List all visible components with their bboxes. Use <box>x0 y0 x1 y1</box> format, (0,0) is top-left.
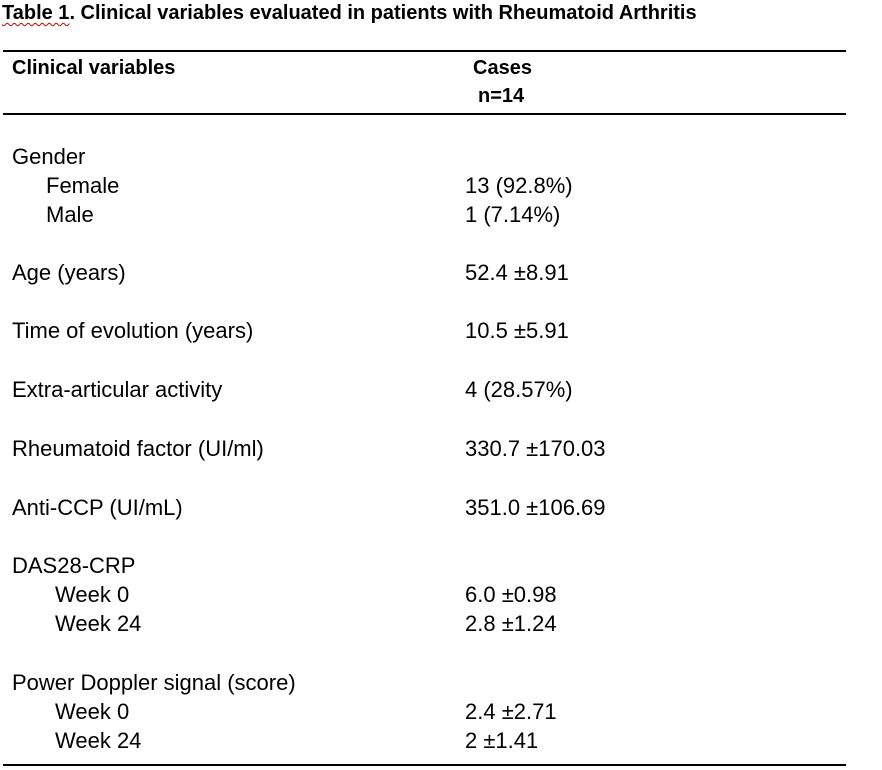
row-value-das28-week0: 6.0 ±0.98 <box>465 582 557 607</box>
row-value-rheumatoid-factor: 330.7 ±170.03 <box>465 436 606 461</box>
row-value-male: 1 (7.14%) <box>465 202 561 227</box>
header-cases: Cases <box>473 57 532 79</box>
row-label-anti-ccp: Anti-CCP (UI/mL) <box>12 495 183 520</box>
row-label-evolution: Time of evolution (years) <box>12 318 254 343</box>
row-label-gender: Gender <box>12 144 86 169</box>
header-rule <box>3 113 846 115</box>
top-rule <box>3 50 846 52</box>
row-label-das28-week0: Week 0 <box>55 582 130 607</box>
row-label-das28-week24: Week 24 <box>55 611 142 636</box>
row-label-age: Age (years) <box>12 260 126 285</box>
row-value-pd-week24: 2 ±1.41 <box>465 728 539 753</box>
row-value-pd-week0: 2.4 ±2.71 <box>465 699 557 724</box>
header-n: n=14 <box>478 85 525 107</box>
row-label-power-doppler: Power Doppler signal (score) <box>12 670 296 695</box>
row-value-age: 52.4 ±8.91 <box>465 260 569 285</box>
row-label-rheumatoid-factor: Rheumatoid factor (UI/ml) <box>12 436 264 461</box>
row-label-das28: DAS28-CRP <box>12 553 136 578</box>
row-value-extra-articular: 4 (28.57%) <box>465 377 573 402</box>
row-value-das28-week24: 2.8 ±1.24 <box>465 611 557 636</box>
bottom-rule <box>3 764 846 766</box>
row-label-male: Male <box>46 202 94 227</box>
row-label-pd-week24: Week 24 <box>55 728 142 753</box>
table-title-prefix: Table 1 <box>2 2 70 24</box>
header-clinical-variables: Clinical variables <box>12 57 176 79</box>
row-value-anti-ccp: 351.0 ±106.69 <box>465 495 606 520</box>
row-label-female: Female <box>46 173 120 198</box>
row-value-female: 13 (92.8%) <box>465 173 573 198</box>
row-label-pd-week0: Week 0 <box>55 699 130 724</box>
table-title-text: . Clinical variables evaluated in patien… <box>69 2 697 24</box>
table-title: Table 1. Clinical variables evaluated in… <box>2 1 697 25</box>
row-value-evolution: 10.5 ±5.91 <box>465 318 569 343</box>
row-label-extra-articular: Extra-articular activity <box>12 377 223 402</box>
